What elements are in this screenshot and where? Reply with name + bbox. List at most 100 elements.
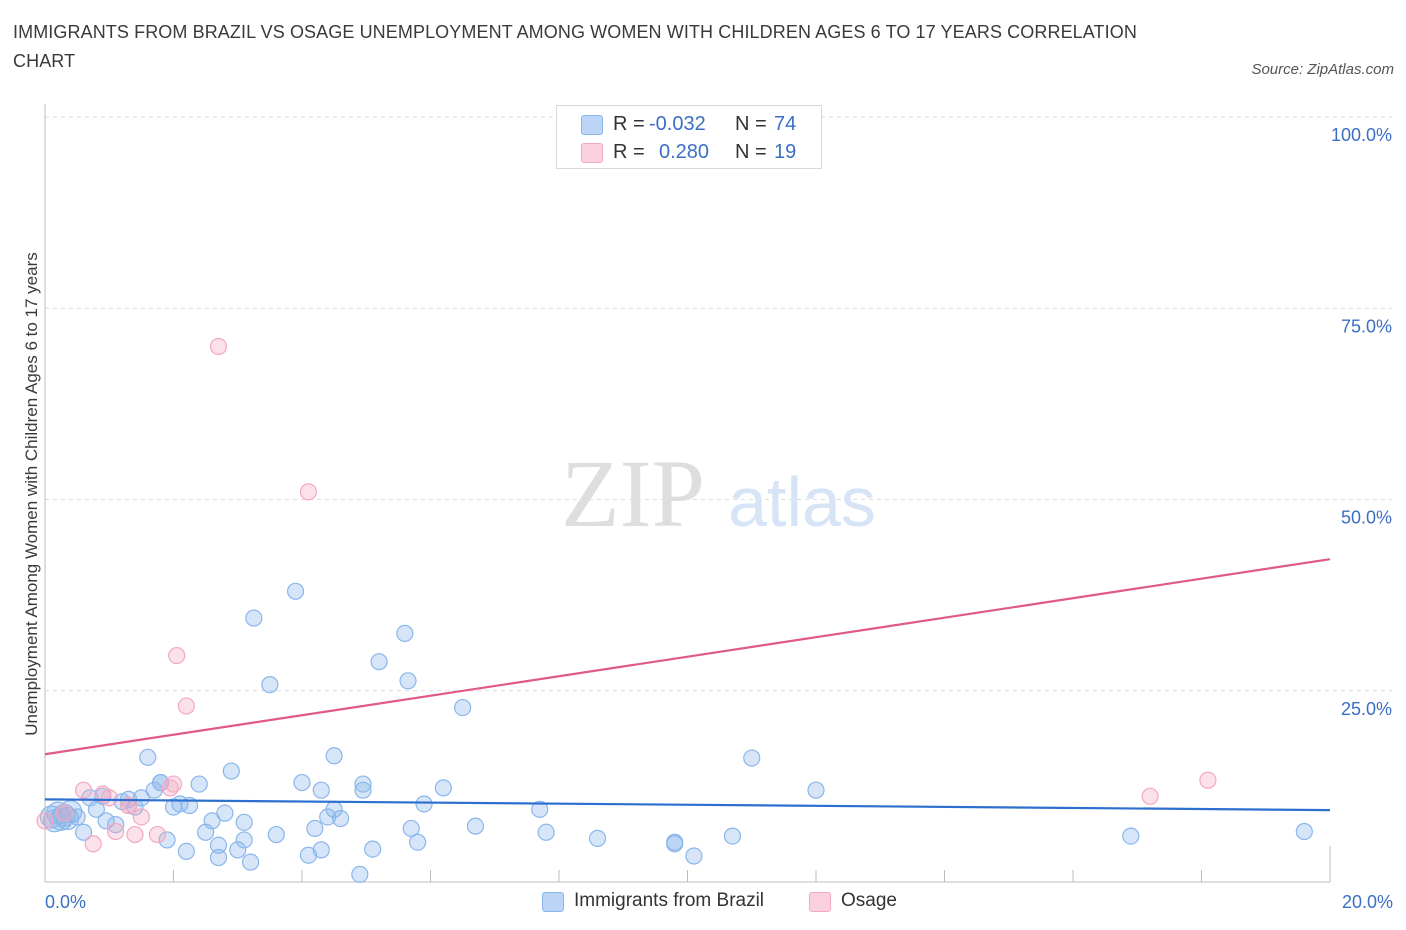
legend-n-label: N = [735, 113, 767, 135]
data-point-brazil [531, 800, 549, 818]
data-point-brazil [325, 747, 343, 765]
data-point-brazil [190, 775, 208, 793]
data-point-brazil [107, 816, 125, 834]
x-tick-label: 0.0% [45, 892, 86, 912]
data-point-brazil [666, 835, 684, 853]
legend-swatch-osage [581, 143, 603, 163]
chart-source: Source: ZipAtlas.com [1251, 61, 1394, 78]
y-tick-label: 75.0% [1341, 316, 1392, 336]
data-point-brazil [286, 582, 305, 600]
data-point-brazil [588, 829, 607, 847]
data-point-brazil [370, 653, 388, 671]
watermark-zip: ZIP [561, 440, 705, 547]
correlation-legend: R = -0.032 N = 74 R = 0.280 N = 19 [556, 105, 822, 169]
data-point-brazil [203, 812, 221, 830]
data-point-brazil [68, 808, 86, 826]
data-point-brazil [299, 846, 318, 864]
legend-r-value: -0.032 [649, 113, 706, 135]
data-point-brazil [312, 841, 330, 859]
series-label-brazil: Immigrants from Brazil [574, 890, 765, 911]
data-point-brazil [807, 781, 825, 799]
data-point-brazil [434, 779, 452, 797]
data-point-brazil [402, 819, 420, 838]
data-point-osage [299, 483, 318, 501]
data-point-brazil [409, 833, 427, 851]
chart-title: IMMIGRANTS FROM BRAZIL VS OSAGE UNEMPLOY… [13, 22, 1137, 71]
data-point-osage [177, 697, 195, 715]
data-point-osage [1141, 787, 1159, 805]
data-point-brazil [466, 817, 485, 835]
data-point-brazil [139, 748, 157, 766]
data-point-osage [107, 822, 125, 841]
data-point-osage [36, 812, 54, 830]
series-swatch-brazil [542, 892, 564, 912]
data-point-osage [126, 825, 144, 844]
data-point-brazil [158, 831, 176, 849]
series-swatch-osage [809, 892, 831, 912]
data-point-brazil [235, 831, 253, 849]
data-point-brazil [209, 836, 228, 854]
data-point-osage [209, 337, 228, 356]
legend-r-value: 0.280 [659, 141, 710, 163]
data-point-brazil [454, 698, 472, 717]
data-point-brazil [132, 789, 150, 807]
trend-line-osage [44, 558, 1331, 756]
data-point-brazil [685, 847, 703, 865]
data-point-brazil [97, 812, 115, 830]
legend-n-value: 19 [774, 141, 797, 163]
legend-n-value: 74 [774, 113, 797, 135]
watermark-atlas: atlas [728, 463, 876, 541]
data-point-brazil [245, 609, 263, 627]
data-point-brazil [743, 749, 761, 767]
data-point-brazil [229, 841, 247, 859]
series-label-osage: Osage [841, 890, 897, 911]
x-tick-label: 20.0% [1342, 892, 1393, 912]
data-point-brazil [312, 781, 330, 799]
tick-labels: 25.0% 50.0% 75.0% 100.0% 0.0% 20.0% [45, 125, 1393, 912]
data-point-brazil [49, 807, 73, 831]
data-point-brazil [1295, 822, 1313, 841]
data-point-brazil [537, 823, 555, 841]
data-point-brazil [351, 865, 369, 883]
watermark: ZIP atlas [561, 440, 876, 547]
data-point-osage [74, 781, 93, 799]
data-point-brazil [364, 840, 382, 858]
data-point-brazil [331, 809, 350, 828]
data-point-osage [164, 775, 183, 793]
data-point-brazil [399, 672, 417, 690]
data-point-brazil [209, 848, 228, 867]
data-point-brazil [152, 773, 170, 792]
data-point-osage [55, 804, 73, 822]
y-axis-label: Unemployment Among Women with Children A… [22, 252, 41, 736]
y-tick-label: 50.0% [1341, 508, 1392, 528]
y-tick-label: 25.0% [1341, 699, 1392, 719]
data-point-brazil [354, 781, 372, 799]
y-tick-label: 100.0% [1331, 125, 1392, 145]
trend-lines [44, 558, 1331, 812]
legend-n-label: N = [735, 141, 767, 163]
data-point-osage [100, 789, 118, 807]
legend-r-label: R = [613, 113, 645, 135]
data-point-osage [84, 835, 102, 853]
data-point-brazil [396, 624, 414, 642]
grid-lines [45, 116, 1392, 692]
data-point-brazil [415, 795, 433, 813]
data-point-brazil [177, 842, 195, 861]
data-point-brazil [216, 804, 234, 822]
data-point-brazil [222, 762, 240, 780]
data-point-osage [1199, 771, 1217, 789]
data-point-osage [168, 646, 186, 665]
data-point-osage [148, 825, 167, 844]
data-point-brazil [267, 825, 285, 844]
data-point-osage [132, 808, 150, 826]
data-point-brazil [1122, 827, 1140, 845]
data-point-brazil [293, 773, 311, 792]
data-point-osage [119, 796, 138, 815]
data-point-brazil [242, 853, 260, 871]
trend-line-brazil [44, 798, 1331, 812]
data-point-brazil [354, 775, 372, 793]
data-point-brazil [261, 676, 279, 694]
data-point-brazil [74, 823, 93, 841]
data-points [36, 108, 1313, 883]
